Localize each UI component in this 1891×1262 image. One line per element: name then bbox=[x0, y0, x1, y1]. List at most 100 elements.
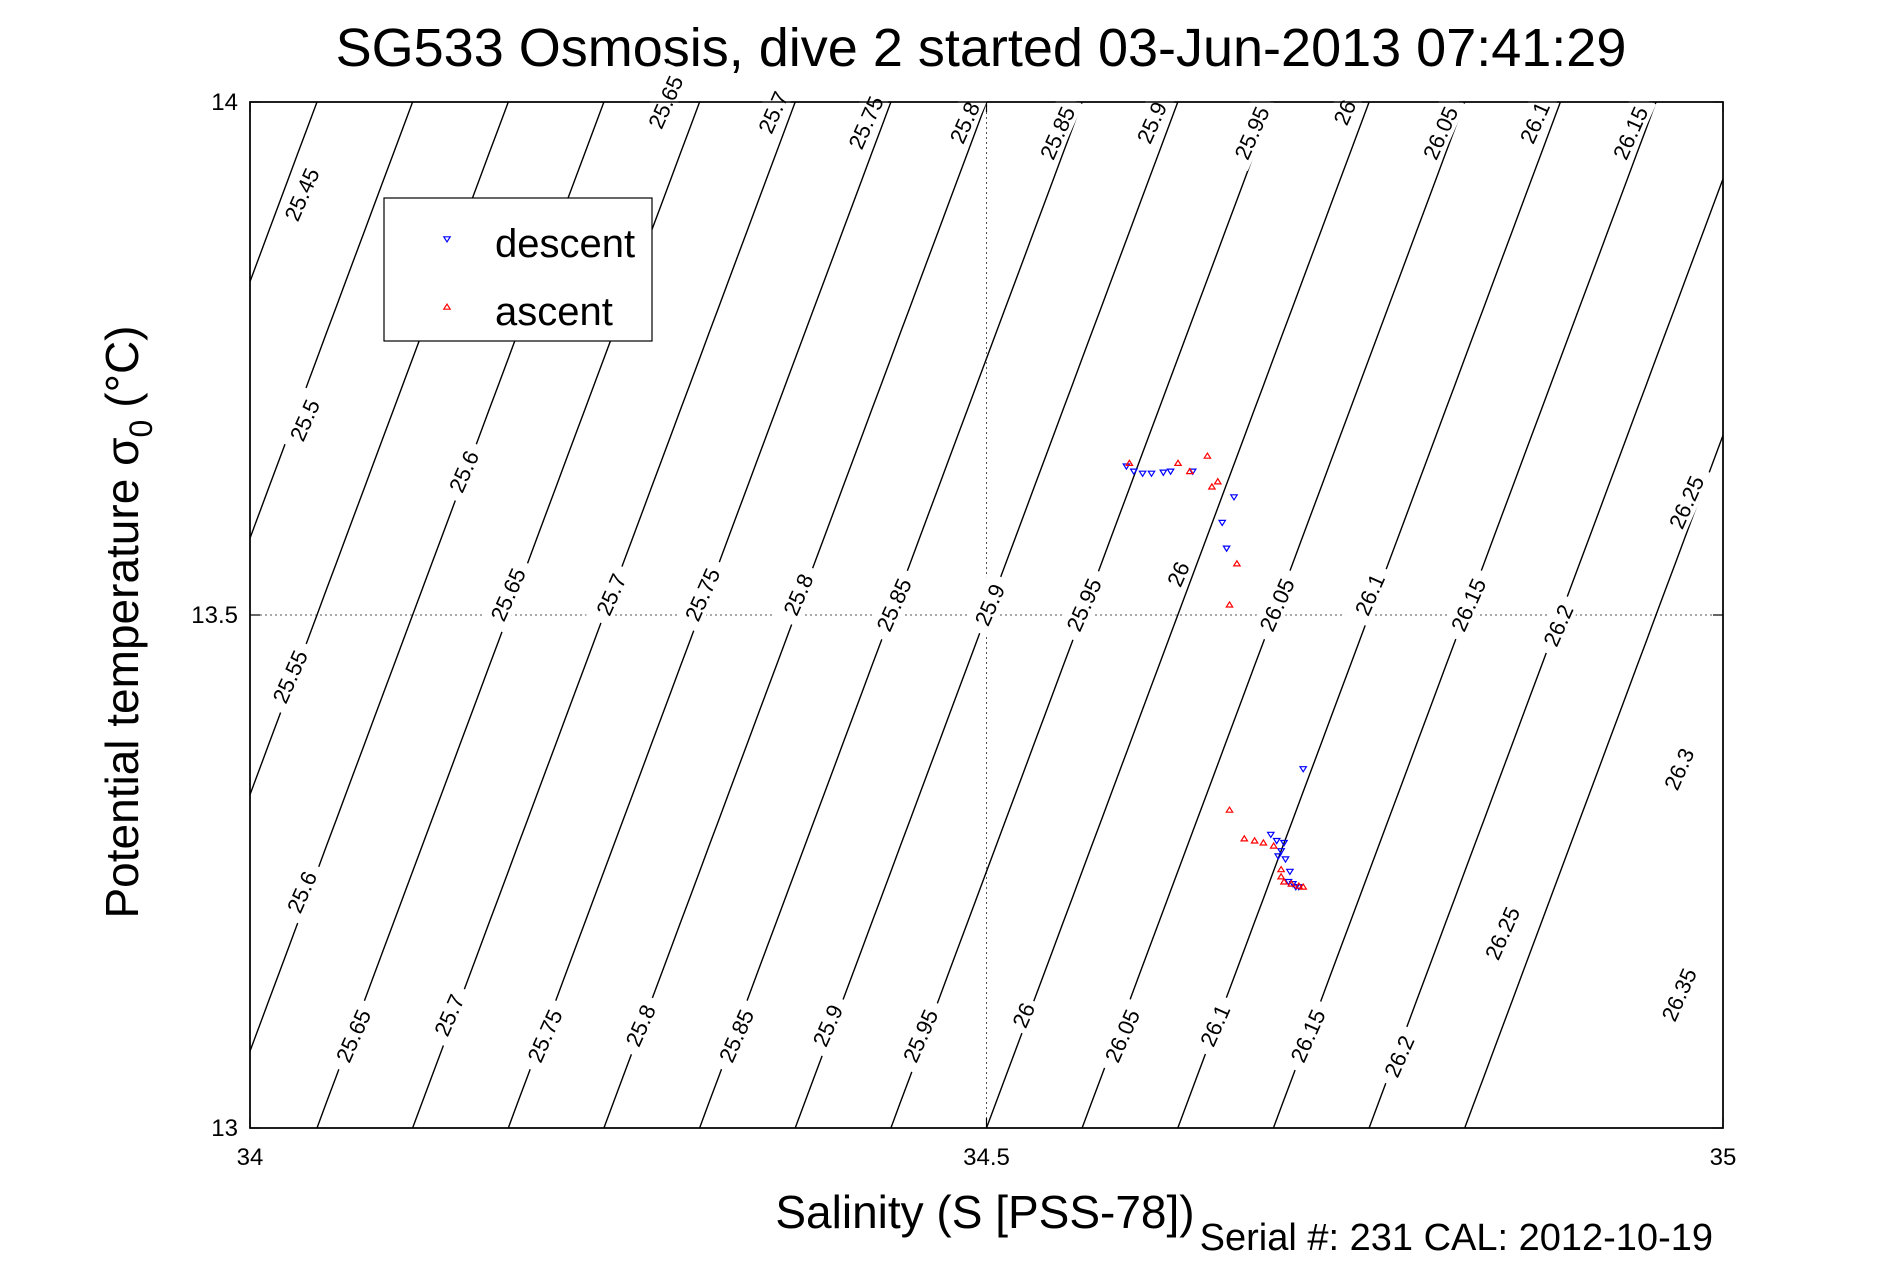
data-point-ascent bbox=[1279, 877, 1289, 885]
contour-label-bg bbox=[1003, 993, 1042, 1036]
contour-label-bg bbox=[866, 565, 920, 643]
contour-label-bg bbox=[892, 996, 947, 1074]
contour-label-bg bbox=[1651, 955, 1705, 1033]
y-tick-label: 13.5 bbox=[191, 602, 238, 629]
chart-title: SG533 Osmosis, dive 2 started 03-Jun-201… bbox=[336, 18, 1627, 78]
density-contour-line bbox=[1368, 178, 1724, 1129]
data-point-descent bbox=[1273, 853, 1283, 861]
data-point-descent bbox=[1272, 837, 1281, 845]
contour-label-bg bbox=[1440, 565, 1495, 643]
legend-marker-ascent bbox=[442, 302, 452, 310]
data-point-ascent bbox=[1173, 459, 1183, 466]
density-contour-line bbox=[1464, 435, 1724, 1129]
contour-label-bg bbox=[1029, 93, 1084, 172]
x-tick-label: 34 bbox=[237, 1144, 264, 1171]
data-point-descent bbox=[1294, 884, 1304, 891]
contour-label-bg bbox=[1126, 89, 1175, 155]
y-axis-label-main: Potential temperature σ bbox=[96, 438, 148, 919]
legend-label-ascent: ascent bbox=[495, 290, 613, 334]
contour-label-bg bbox=[1653, 735, 1702, 802]
contour-label-bg bbox=[939, 89, 988, 155]
legend-label-descent: descent bbox=[495, 222, 635, 266]
contour-label-bg bbox=[1344, 561, 1393, 627]
data-point-descent bbox=[1279, 839, 1289, 847]
data-point-ascent bbox=[1276, 865, 1286, 873]
contour-label-bg bbox=[1412, 93, 1467, 172]
data-point-descent bbox=[1129, 468, 1139, 476]
contour-label-bg bbox=[802, 992, 851, 1058]
legend-box bbox=[383, 197, 653, 342]
data-point-descent bbox=[1147, 470, 1156, 478]
density-contour-line bbox=[985, 101, 1370, 1129]
x-tick-label: 35 bbox=[1710, 1144, 1737, 1171]
data-point-ascent bbox=[1225, 600, 1234, 608]
contour-label-bg bbox=[1533, 592, 1582, 658]
contour-label-bg bbox=[1279, 996, 1334, 1074]
data-point-descent bbox=[1166, 468, 1175, 476]
contour-label-bg bbox=[1474, 894, 1528, 972]
y-axis-ticks: 13 13.5 14 bbox=[191, 89, 1723, 1142]
contour-label: 26 bbox=[1003, 993, 1042, 1036]
data-point-ascent bbox=[1125, 459, 1134, 466]
contour-label-bg bbox=[1189, 992, 1238, 1058]
contour-label: 25.6 bbox=[276, 858, 325, 925]
data-point-descent bbox=[1222, 545, 1231, 553]
data-point-descent bbox=[1217, 519, 1227, 527]
data-point-ascent bbox=[1207, 482, 1217, 490]
contour-label-bg bbox=[516, 996, 571, 1074]
contour-label-bg bbox=[585, 561, 635, 627]
legend-marker-descent bbox=[442, 236, 452, 244]
contour-label-bg bbox=[325, 996, 379, 1074]
serial-cal-footer: Serial #: 231 CAL: 2012-10-19 bbox=[1200, 1217, 1713, 1259]
data-point-ascent bbox=[1294, 881, 1304, 889]
contour-label-bg bbox=[773, 561, 822, 627]
density-contour-line bbox=[249, 101, 414, 539]
contour-label: 26.35 bbox=[1651, 955, 1705, 1033]
contour-label-bg bbox=[1509, 89, 1558, 155]
x-tick-label: 34.5 bbox=[963, 1144, 1010, 1171]
y-axis-label: Potential temperature σ0 (°C) bbox=[96, 325, 159, 918]
contour-label: 25.9 bbox=[1126, 89, 1175, 155]
data-point-ascent bbox=[1287, 879, 1296, 887]
contour-label-bg bbox=[747, 79, 797, 145]
y-axis-label-sub: 0 bbox=[123, 420, 159, 438]
data-points bbox=[1122, 451, 1308, 891]
data-point-ascent bbox=[1250, 836, 1259, 844]
data-point-ascent bbox=[1213, 477, 1223, 485]
contour-label-bg bbox=[838, 83, 892, 161]
x-axis-label: Salinity (S [PSS-78]) bbox=[775, 1186, 1194, 1238]
contour-label-bg bbox=[1158, 552, 1196, 595]
density-contour-line bbox=[249, 101, 318, 282]
y-axis-label-unit: (°C) bbox=[96, 325, 148, 407]
contour-label-bg bbox=[438, 438, 487, 504]
data-point-ascent bbox=[1269, 841, 1278, 849]
contour-label-bg bbox=[423, 981, 473, 1048]
data-point-ascent bbox=[1203, 451, 1212, 459]
y-tick-label: 13 bbox=[211, 1115, 238, 1142]
contour-label-bg bbox=[708, 996, 762, 1074]
data-point-ascent bbox=[1298, 882, 1308, 890]
contour-label-bg bbox=[964, 571, 1013, 637]
contour-label-bg bbox=[674, 555, 729, 633]
contour-label-bg bbox=[1056, 565, 1110, 643]
data-point-descent bbox=[1138, 470, 1147, 478]
contour-label-bg bbox=[480, 555, 534, 633]
legend: descent ascent bbox=[383, 197, 653, 342]
contour-label-bg bbox=[273, 155, 328, 233]
y-tick-label: 14 bbox=[211, 89, 238, 116]
x-axis-ticks: 34 34.5 35 bbox=[237, 102, 1737, 1171]
data-point-ascent bbox=[1185, 467, 1195, 475]
data-point-descent bbox=[1266, 831, 1276, 839]
data-point-descent bbox=[1298, 766, 1308, 773]
contour-label-bg bbox=[276, 858, 325, 925]
plot-area: 25.4525.525.5525.625.6525.6525.625.6525.… bbox=[249, 62, 1724, 1129]
contour-label-bg bbox=[1223, 93, 1278, 172]
data-point-descent bbox=[1159, 469, 1168, 477]
data-point-ascent bbox=[1259, 838, 1268, 846]
contour-label-bg bbox=[1094, 996, 1148, 1074]
data-point-descent bbox=[1276, 848, 1286, 856]
data-point-descent bbox=[1285, 868, 1295, 876]
contour-label-bg bbox=[279, 386, 328, 453]
data-point-descent bbox=[1281, 856, 1290, 864]
